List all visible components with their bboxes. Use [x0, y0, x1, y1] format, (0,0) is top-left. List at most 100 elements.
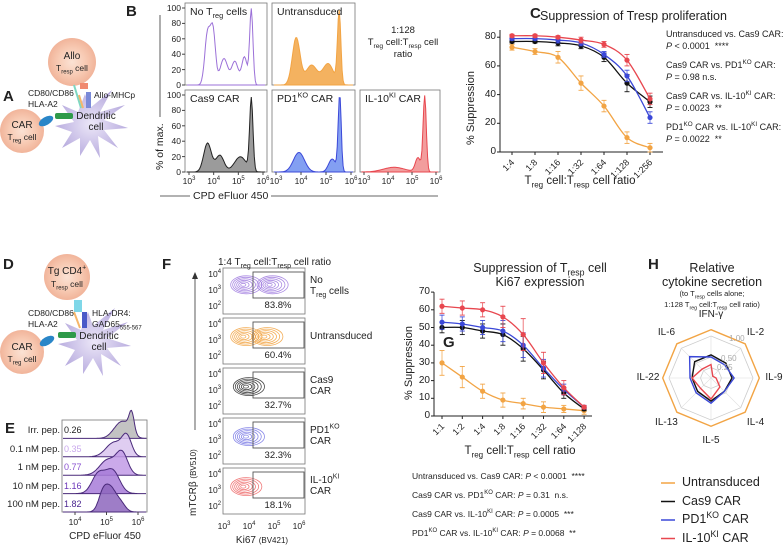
y-tick-label: 103	[208, 335, 221, 345]
tcr-icon	[73, 84, 82, 109]
tresp-cell-icon	[44, 254, 90, 300]
y-tick-label: 102	[208, 451, 221, 461]
gate	[252, 271, 305, 299]
x-tick-label: 106	[344, 176, 358, 186]
plot-frame	[222, 367, 306, 415]
row-label: CAR	[310, 386, 332, 397]
row-label: 0.1 nM pep.	[9, 443, 60, 455]
axis-label: IL-4	[746, 416, 765, 428]
y-tick-label: 0	[176, 80, 181, 90]
data-point-untransduced	[561, 406, 567, 412]
panel-label-g: G	[443, 334, 455, 351]
contour-line	[238, 281, 250, 289]
tresp-label: Tresp cell	[51, 279, 83, 292]
histogram-curve	[274, 97, 353, 173]
y-tick-label: 104	[208, 419, 221, 429]
panel-c-chart	[497, 30, 663, 155]
contour-line	[266, 282, 273, 287]
contour-line	[234, 428, 262, 445]
tresp-label: Allo	[63, 51, 81, 62]
contour-line	[238, 333, 250, 341]
y-tick-label: 100	[166, 90, 181, 100]
contour-line	[236, 430, 259, 444]
data-point-il10ki	[578, 37, 584, 43]
radar-series-untransduced	[661, 328, 761, 428]
stat-line: Cas9 CAR vs. IL-10KI CAR: P = 0.0005 ***	[412, 509, 574, 519]
y-tick-label: 100	[166, 3, 181, 13]
y-tick-label: 103	[208, 385, 221, 395]
y-tick-label: 60	[484, 59, 496, 71]
dc-label: cell	[88, 122, 104, 133]
contour-line	[242, 384, 249, 389]
x-tick-label: 105	[231, 176, 245, 186]
y-tick-label: 30	[418, 356, 430, 368]
y-tick-label: 80	[484, 31, 496, 43]
x-tick-label: 103	[269, 176, 283, 186]
gate-percent: 18.1%	[264, 500, 292, 511]
data-point-il10ki	[624, 57, 630, 63]
histogram-curve	[63, 449, 146, 476]
data-point-il10ki	[532, 33, 538, 39]
axis-label: IL-2	[746, 327, 765, 339]
contour-line	[242, 434, 249, 439]
contour-line	[257, 331, 274, 342]
histogram-curve	[63, 432, 146, 458]
row-label: Irr. pep.	[27, 425, 60, 437]
y-tick-label: 20	[484, 117, 496, 129]
x-tick-label: 104	[381, 176, 395, 186]
data-point-il10ki	[647, 96, 653, 102]
y-tick-label: 60	[418, 303, 430, 315]
data-point-untransduced	[509, 44, 515, 50]
x-axis-label: Treg cell:Tresp cell ratio	[524, 175, 636, 190]
data-point-untransduced	[555, 54, 561, 60]
y-tick-label: 104	[208, 269, 221, 279]
histogram-curve	[187, 96, 265, 173]
y-tick-label: 50	[418, 321, 430, 333]
x-tick-label: 106	[429, 176, 443, 186]
axis-label: IL-9	[765, 372, 783, 383]
panel-f-contours	[192, 267, 306, 515]
y-tick-label: 60	[171, 33, 181, 44]
y-tick-label: 103	[208, 485, 221, 495]
x-tick-label: 103	[357, 176, 371, 186]
row-label: PD1KO	[310, 423, 340, 436]
x-axis-label: CPD eFluor 450	[69, 531, 141, 542]
chart-title: Suppression of Tresp cell	[473, 261, 607, 278]
x-tick-label: 103	[217, 521, 231, 531]
data-point-untransduced	[647, 145, 653, 151]
y-tick-label: 70	[418, 286, 430, 298]
contour-line	[230, 275, 263, 295]
data-point-untransduced	[601, 103, 607, 109]
contour-line	[234, 278, 256, 292]
data-point-il10ki	[555, 34, 561, 40]
cd28-icon	[73, 311, 81, 329]
contour-line	[240, 334, 247, 339]
panel-b-histograms	[159, 2, 441, 197]
x-tick-label: 106	[292, 521, 306, 531]
data-point-il10ki	[500, 314, 506, 320]
x-tick-label: 104	[294, 176, 308, 186]
stat-line: PD1KO CAR vs. IL-10KI CAR: P = 0.0068 **	[412, 528, 576, 538]
contour-line	[238, 431, 256, 442]
stat-comparison: Untransduced vs. Cas9 CAR:	[666, 29, 783, 39]
dc-label: Dendritic	[79, 331, 119, 342]
y-tick-label: 103	[208, 435, 221, 445]
mhc-label: Allo-MHCp	[94, 90, 136, 100]
y-tick-label: 10	[418, 392, 430, 404]
data-point-il10ki	[509, 33, 515, 39]
hla-a2-icon	[55, 113, 73, 119]
data-point-untransduced	[500, 397, 506, 403]
gate-percent: 60.4%	[264, 350, 292, 361]
histogram-curve	[63, 483, 146, 513]
y-tick-label: 104	[208, 369, 221, 379]
contour-line	[262, 279, 279, 290]
contour-line	[259, 333, 271, 341]
data-point-il10ki	[480, 307, 486, 313]
histogram-curve	[361, 95, 438, 173]
y-tick-label: 80	[171, 105, 181, 116]
contour-line	[238, 483, 250, 491]
gate-percent: 83.8%	[264, 300, 292, 311]
stat-pvalue: P = 0.98 n.s.	[666, 72, 717, 82]
contour-line	[256, 275, 289, 295]
